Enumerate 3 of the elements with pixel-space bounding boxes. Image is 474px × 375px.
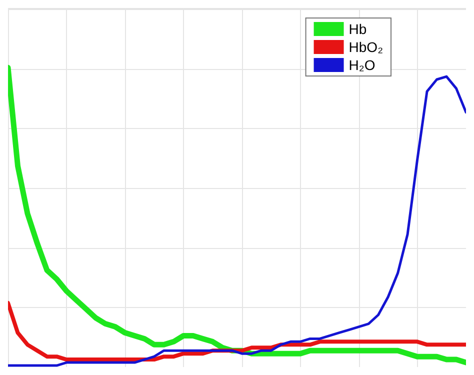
legend-label: H₂O: [348, 57, 376, 73]
legend-label: Hb: [348, 21, 367, 37]
legend-label: HbO₂: [348, 39, 384, 55]
